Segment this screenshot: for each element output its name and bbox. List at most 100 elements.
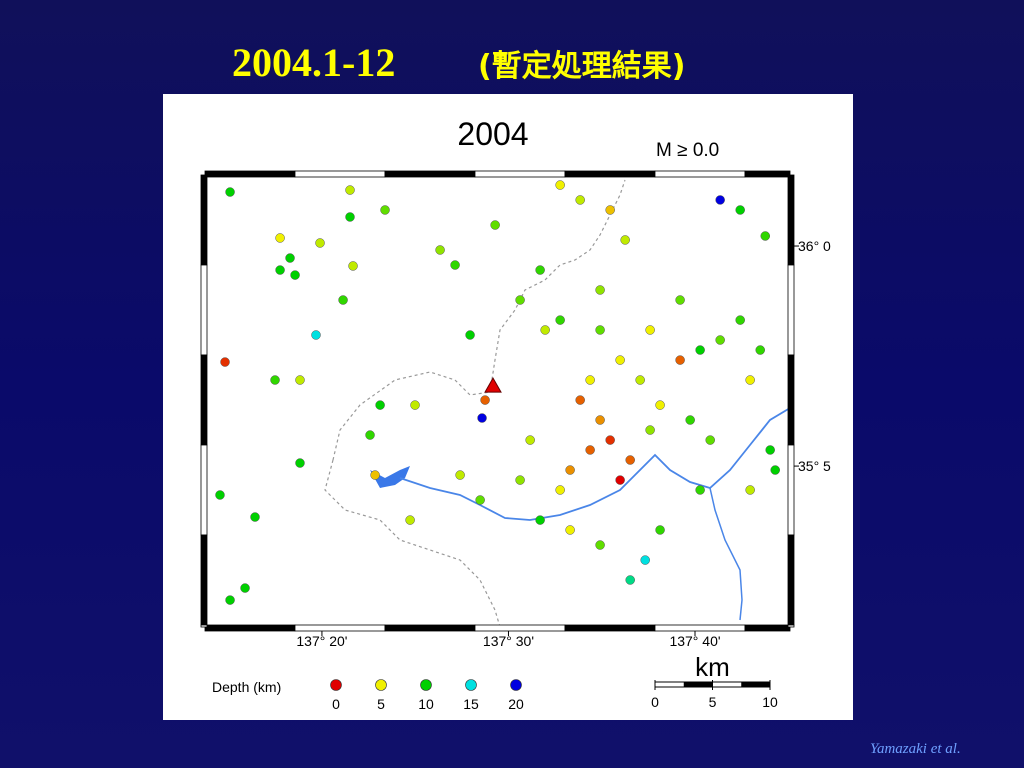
frame-band: [474, 170, 566, 178]
earthquake: [540, 325, 550, 335]
frame-band: [384, 624, 476, 632]
scale-label: 10: [762, 694, 778, 710]
legend-label: 20: [508, 696, 524, 712]
scale-bar: [741, 682, 770, 687]
earthquake: [477, 413, 487, 423]
earthquake: [380, 205, 390, 215]
legend-swatch: [330, 679, 342, 691]
earthquake: [595, 540, 605, 550]
earthquake: [345, 185, 355, 195]
legend-label: 5: [377, 696, 385, 712]
scale-label: 5: [709, 694, 717, 710]
earthquake: [370, 470, 380, 480]
x-tick-label: 137° 40': [669, 633, 720, 649]
earthquake: [315, 238, 325, 248]
earthquake: [615, 355, 625, 365]
legend-label: 0: [332, 696, 340, 712]
earthquake: [348, 261, 358, 271]
frame-band: [744, 624, 791, 632]
frame-band: [564, 170, 656, 178]
y-tick-label: 35° 5: [798, 458, 831, 474]
earthquake: [695, 345, 705, 355]
frame-band: [200, 264, 208, 356]
earthquake: [555, 315, 565, 325]
earthquake: [625, 455, 635, 465]
earthquake: [465, 330, 475, 340]
earthquake: [760, 231, 771, 241]
earthquake: [345, 212, 355, 222]
legend-label: 10: [418, 696, 434, 712]
earthquake: [625, 575, 635, 585]
earthquake: [645, 425, 655, 435]
frame-band: [204, 624, 296, 632]
earthquake: [620, 235, 630, 245]
scale-unit: km: [695, 652, 730, 682]
map-title: 2004: [457, 116, 528, 152]
earthquake: [695, 485, 705, 495]
earthquake: [285, 253, 295, 263]
earthquake: [410, 400, 420, 410]
frame-band: [787, 534, 795, 626]
earthquake: [655, 525, 665, 535]
lake: [370, 466, 410, 488]
border: [324, 459, 501, 628]
earthquake: [290, 270, 300, 280]
frame-band: [204, 170, 296, 178]
earthquake: [225, 187, 235, 197]
earthquake: [295, 375, 305, 385]
map-panel: [163, 94, 853, 720]
frame-band: [200, 444, 208, 536]
river: [709, 487, 743, 621]
earthquake: [375, 400, 385, 410]
earthquake: [220, 357, 230, 367]
earthquake: [765, 445, 775, 455]
earthquake: [770, 465, 780, 475]
earthquake: [595, 285, 605, 295]
frame-band: [744, 170, 791, 178]
earthquake: [338, 295, 348, 305]
legend-title: Depth (km): [212, 679, 281, 695]
earthquake: [755, 345, 765, 355]
frame-band: [200, 174, 208, 266]
earthquake: [555, 485, 565, 495]
volcano: [484, 377, 502, 393]
earthquake: [480, 395, 490, 405]
earthquake: [475, 495, 485, 505]
frame-band: [200, 534, 208, 626]
earthquake: [455, 470, 465, 480]
frame-band: [787, 264, 795, 356]
frame-band: [294, 624, 386, 632]
earthquake: [515, 475, 525, 485]
frame-band: [787, 174, 795, 266]
earthquake: [745, 485, 755, 495]
earthquake: [595, 415, 605, 425]
earthquake: [311, 330, 321, 340]
earthquake: [585, 445, 595, 455]
earthquake: [685, 415, 695, 425]
earthquake: [365, 430, 375, 440]
earthquake: [715, 335, 725, 345]
scale-bar: [683, 682, 713, 687]
earthquake: [535, 515, 545, 525]
earthquake: [555, 180, 565, 190]
magnitude-label: M ≥ 0.0: [656, 140, 719, 161]
earthquake: [215, 490, 225, 500]
scale-label: 0: [651, 694, 659, 710]
earthquake: [535, 265, 545, 275]
frame-band: [654, 170, 746, 178]
frame-band: [200, 624, 208, 628]
frame-band: [787, 624, 795, 628]
earthquake: [225, 595, 235, 605]
frame-band: [474, 624, 566, 632]
earthquake: [715, 195, 725, 205]
earthquake: [275, 233, 285, 243]
legend-swatch: [375, 679, 387, 691]
earthquake: [640, 555, 650, 565]
earthquake: [575, 395, 585, 405]
earthquake: [565, 525, 575, 535]
frame-band: [384, 170, 476, 178]
earthquake: [705, 435, 715, 445]
slide-subtitle: (暫定処理結果): [478, 49, 685, 84]
legend-swatch: [420, 679, 432, 691]
